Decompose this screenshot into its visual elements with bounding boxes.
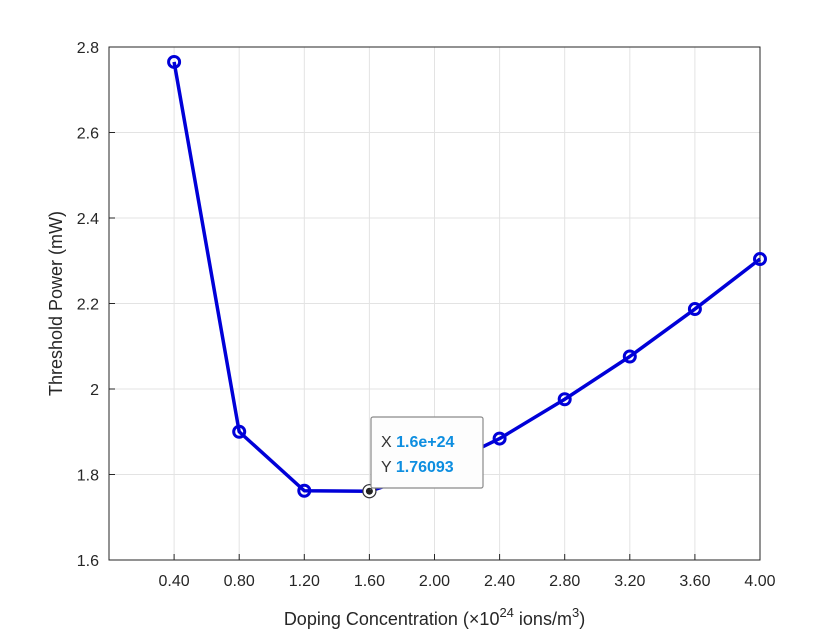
data-tip-y-value: 1.76093 (396, 459, 454, 476)
x-axis-ticks: 0.40 0.80 1.20 1.60 2.00 2.40 2.80 3.20 3.60 4.00 (159, 554, 776, 590)
data-point[interactable] (622, 349, 637, 364)
x-tick-label: 2.00 (419, 573, 450, 590)
data-point[interactable] (753, 252, 767, 267)
data-point[interactable] (557, 392, 572, 407)
y-tick-label: 1.6 (77, 553, 99, 570)
x-axis-label-prefix: Doping Concentration (×10 (284, 609, 500, 629)
x-tick-label: 0.40 (159, 573, 190, 590)
y-axis-label: Threshold Power (mW) (46, 211, 66, 396)
y-axis-ticks: 1.6 1.8 2 2.2 2.4 2.6 2.8 (77, 40, 115, 570)
data-point[interactable] (167, 54, 182, 69)
y-tick-label: 2.8 (77, 40, 99, 57)
x-axis-label-exponent: 24 (499, 605, 513, 620)
x-tick-label: 4.00 (744, 573, 775, 590)
x-tick-label: 3.20 (614, 573, 645, 590)
x-tick-label: 2.40 (484, 573, 515, 590)
data-tip: X 1.6e+24 Y 1.76093 (369, 416, 484, 491)
y-tick-label: 2 (90, 382, 99, 399)
x-axis-label-middle: ions/m (514, 609, 572, 629)
svg-text:Y 1.76093: Y 1.76093 (381, 459, 454, 476)
x-tick-label: 3.60 (679, 573, 710, 590)
x-tick-label: 2.80 (549, 573, 580, 590)
data-tip-y-label: Y (381, 459, 392, 476)
data-point[interactable] (297, 483, 312, 498)
y-tick-label: 2.6 (77, 126, 99, 143)
x-axis-label: Doping Concentration (×1024 ions/m3) (284, 605, 585, 629)
y-tick-label: 1.8 (77, 468, 99, 485)
svg-text:X 1.6e+24: X 1.6e+24 (381, 434, 455, 451)
x-tick-label: 1.60 (354, 573, 385, 590)
x-tick-label: 0.80 (224, 573, 255, 590)
x-tick-label: 1.20 (289, 573, 320, 590)
y-tick-label: 2.2 (77, 297, 99, 314)
data-point[interactable] (687, 302, 702, 317)
data-point[interactable] (492, 431, 507, 446)
data-tip-x-value: 1.6e+24 (396, 434, 454, 451)
x-axis-label-suffix: ) (579, 609, 585, 629)
data-point[interactable] (232, 424, 247, 439)
data-tip-box (370, 416, 484, 489)
y-tick-label: 2.4 (77, 211, 99, 228)
x-axis-label-exponent-2: 3 (572, 605, 579, 620)
data-tip-x-label: X (381, 434, 392, 451)
